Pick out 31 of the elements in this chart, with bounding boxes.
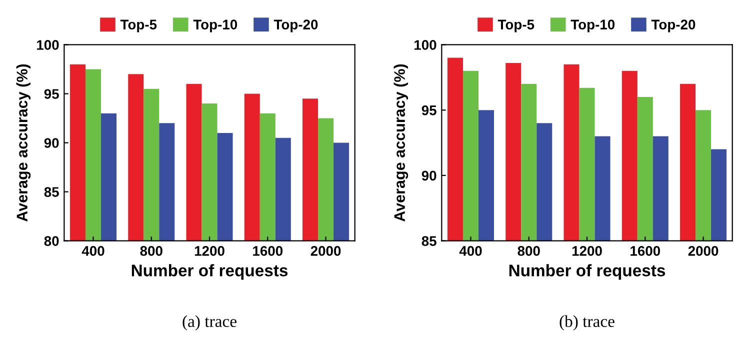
y-axis-title: Average accuracy (%) <box>16 64 31 222</box>
y-tick-label: 85 <box>44 187 59 197</box>
y-tick-label: 95 <box>44 89 59 99</box>
y-tick-label: 100 <box>37 40 59 50</box>
y-tick-label: 85 <box>422 236 436 246</box>
x-axis-title: Number of requests <box>132 264 288 280</box>
y-axis-title: Average accuracy (%) <box>394 64 408 222</box>
legend-label: Top-5 <box>498 20 534 32</box>
y-tick-label: 90 <box>422 170 436 181</box>
x-tick-label: 2000 <box>688 246 718 256</box>
legend-label: Top-5 <box>120 20 157 32</box>
x-tick-label: 400 <box>82 246 104 256</box>
x-tick-label: 1200 <box>572 246 602 256</box>
x-tick-label: 2000 <box>310 246 341 256</box>
y-tick-label: 90 <box>44 138 59 148</box>
x-tick-label: 1600 <box>630 246 660 256</box>
x-axis-title: Number of requests <box>509 264 666 280</box>
text: (a) trace <box>182 315 236 330</box>
legend-label: Top-20 <box>274 20 318 32</box>
legend-label: Top-20 <box>651 20 696 32</box>
legend-label: Top-10 <box>193 20 238 32</box>
x-tick-label: 1200 <box>194 246 224 256</box>
x-tick-label: 400 <box>459 246 482 256</box>
y-tick-label: 100 <box>414 40 436 50</box>
x-tick-label: 1600 <box>253 246 283 256</box>
y-tick-label: 95 <box>422 105 436 116</box>
x-tick-label: 800 <box>518 246 540 256</box>
legend-label: Top-10 <box>570 20 615 32</box>
y-tick-label: 80 <box>44 236 59 246</box>
text: (b) trace <box>560 315 614 330</box>
x-tick-label: 800 <box>140 246 162 256</box>
